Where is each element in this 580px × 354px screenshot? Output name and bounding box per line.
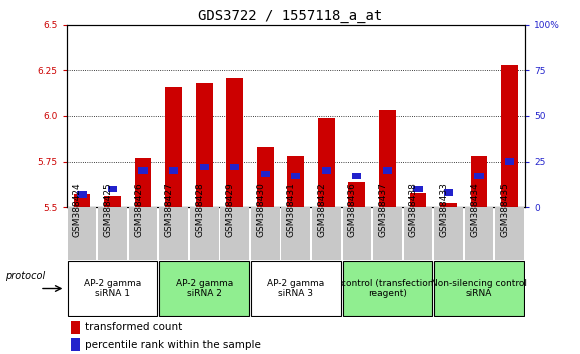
- Bar: [160, 261, 249, 316]
- Bar: [281, 207, 310, 260]
- Bar: [404, 207, 432, 260]
- Bar: [291, 173, 300, 179]
- Text: AP-2 gamma
siRNA 3: AP-2 gamma siRNA 3: [267, 279, 324, 298]
- Bar: [379, 110, 396, 207]
- Bar: [200, 164, 209, 170]
- Bar: [257, 147, 274, 207]
- Text: GSM388426: GSM388426: [134, 182, 143, 237]
- Bar: [169, 167, 178, 174]
- Bar: [501, 65, 518, 207]
- Bar: [190, 207, 219, 260]
- Text: GSM388424: GSM388424: [73, 182, 82, 237]
- Text: percentile rank within the sample: percentile rank within the sample: [85, 340, 261, 350]
- Bar: [260, 171, 270, 177]
- Bar: [196, 83, 212, 207]
- Bar: [160, 207, 188, 260]
- Bar: [352, 173, 361, 179]
- Bar: [68, 261, 157, 316]
- Bar: [505, 158, 514, 165]
- Bar: [471, 156, 487, 207]
- Bar: [129, 207, 157, 260]
- Bar: [251, 207, 280, 260]
- Bar: [444, 189, 453, 196]
- Bar: [74, 194, 90, 207]
- Bar: [71, 338, 79, 351]
- Text: GDS3722 / 1557118_a_at: GDS3722 / 1557118_a_at: [198, 9, 382, 23]
- Bar: [383, 167, 392, 174]
- Bar: [440, 204, 457, 207]
- Bar: [104, 196, 121, 207]
- Text: Non-silencing control
siRNA: Non-silencing control siRNA: [431, 279, 527, 298]
- Bar: [288, 156, 304, 207]
- Text: AP-2 gamma
siRNA 1: AP-2 gamma siRNA 1: [84, 279, 141, 298]
- Bar: [220, 207, 249, 260]
- Bar: [373, 207, 402, 260]
- Bar: [434, 261, 524, 316]
- Text: GSM388428: GSM388428: [195, 182, 204, 237]
- Text: protocol: protocol: [5, 271, 46, 281]
- Text: GSM388433: GSM388433: [440, 182, 448, 237]
- Bar: [139, 167, 148, 174]
- Bar: [343, 207, 371, 260]
- Bar: [474, 173, 484, 179]
- Bar: [349, 182, 365, 207]
- Text: GSM388438: GSM388438: [409, 182, 418, 237]
- Bar: [165, 87, 182, 207]
- Bar: [495, 207, 524, 260]
- Bar: [135, 158, 151, 207]
- Text: GSM388434: GSM388434: [470, 182, 479, 237]
- Bar: [465, 207, 494, 260]
- Bar: [226, 78, 243, 207]
- Text: GSM388429: GSM388429: [226, 182, 235, 237]
- Bar: [409, 193, 426, 207]
- Text: GSM388437: GSM388437: [378, 182, 387, 237]
- Text: GSM388431: GSM388431: [287, 182, 296, 237]
- Text: GSM388425: GSM388425: [103, 182, 113, 237]
- Text: GSM388436: GSM388436: [348, 182, 357, 237]
- Bar: [312, 207, 340, 260]
- Bar: [322, 167, 331, 174]
- Bar: [434, 207, 463, 260]
- Text: transformed count: transformed count: [85, 322, 182, 332]
- Bar: [343, 261, 432, 316]
- Bar: [414, 185, 423, 192]
- Bar: [98, 207, 127, 260]
- Text: GSM388427: GSM388427: [165, 182, 173, 237]
- Bar: [71, 321, 79, 333]
- Bar: [251, 261, 340, 316]
- Text: AP-2 gamma
siRNA 2: AP-2 gamma siRNA 2: [176, 279, 233, 298]
- Bar: [68, 207, 96, 260]
- Text: GSM388435: GSM388435: [501, 182, 510, 237]
- Text: GSM388432: GSM388432: [317, 182, 327, 237]
- Bar: [77, 191, 86, 198]
- Text: GSM388430: GSM388430: [256, 182, 265, 237]
- Bar: [108, 185, 117, 192]
- Text: control (transfection
reagent): control (transfection reagent): [341, 279, 434, 298]
- Bar: [318, 118, 335, 207]
- Bar: [230, 164, 240, 170]
